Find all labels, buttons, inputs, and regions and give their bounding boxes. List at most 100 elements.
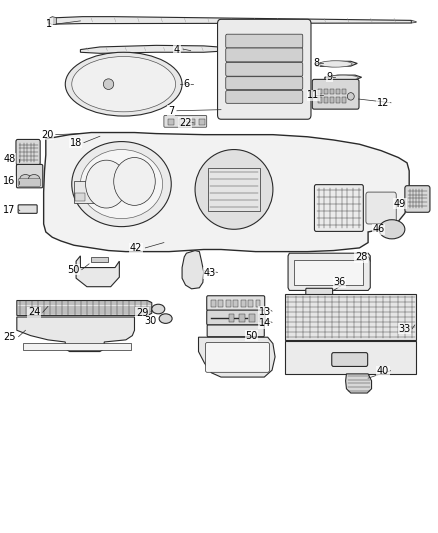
Text: 36: 36 <box>333 278 346 287</box>
FancyBboxPatch shape <box>207 296 265 311</box>
FancyBboxPatch shape <box>164 116 207 127</box>
Ellipse shape <box>319 61 352 67</box>
Ellipse shape <box>152 304 165 314</box>
Text: 11: 11 <box>307 90 320 100</box>
Text: 24: 24 <box>28 307 40 317</box>
Text: 20: 20 <box>41 130 53 140</box>
Text: 6: 6 <box>184 79 190 89</box>
Text: 16: 16 <box>3 176 15 187</box>
Polygon shape <box>44 133 409 252</box>
Polygon shape <box>285 341 416 374</box>
FancyBboxPatch shape <box>226 34 303 48</box>
Text: 48: 48 <box>3 154 15 164</box>
Bar <box>342 89 346 94</box>
Bar <box>256 300 260 308</box>
Text: 7: 7 <box>168 106 174 116</box>
FancyBboxPatch shape <box>207 310 265 325</box>
Bar <box>179 119 184 125</box>
FancyBboxPatch shape <box>366 192 396 224</box>
Bar <box>91 257 108 262</box>
Bar <box>318 98 322 103</box>
FancyBboxPatch shape <box>226 91 303 103</box>
Polygon shape <box>76 256 119 287</box>
Ellipse shape <box>195 150 273 229</box>
Text: 4: 4 <box>174 45 180 55</box>
Bar <box>219 300 223 308</box>
Polygon shape <box>182 251 204 289</box>
Bar <box>259 314 265 322</box>
Bar <box>199 119 205 125</box>
Polygon shape <box>17 317 134 352</box>
FancyBboxPatch shape <box>314 184 364 231</box>
Bar <box>168 119 174 125</box>
Bar <box>239 314 244 322</box>
Ellipse shape <box>72 56 176 112</box>
Polygon shape <box>198 337 275 377</box>
Ellipse shape <box>103 79 114 90</box>
Text: 25: 25 <box>3 332 15 342</box>
Bar <box>342 98 346 103</box>
Text: 33: 33 <box>398 324 410 334</box>
FancyBboxPatch shape <box>226 48 303 62</box>
Polygon shape <box>17 301 152 316</box>
Text: 43: 43 <box>204 268 216 278</box>
Ellipse shape <box>85 160 127 208</box>
Text: 22: 22 <box>179 118 191 128</box>
Text: 30: 30 <box>145 316 157 326</box>
FancyBboxPatch shape <box>207 325 264 337</box>
FancyBboxPatch shape <box>332 353 367 367</box>
Bar <box>318 89 322 94</box>
Ellipse shape <box>20 174 31 183</box>
Ellipse shape <box>328 75 358 80</box>
Polygon shape <box>48 17 57 25</box>
Text: 50: 50 <box>245 330 258 341</box>
Ellipse shape <box>65 52 182 116</box>
Polygon shape <box>288 253 370 290</box>
FancyBboxPatch shape <box>16 165 43 188</box>
FancyBboxPatch shape <box>205 343 269 372</box>
FancyBboxPatch shape <box>16 140 40 165</box>
Text: 29: 29 <box>136 308 148 318</box>
Bar <box>74 181 95 203</box>
Polygon shape <box>285 294 416 340</box>
Polygon shape <box>346 374 371 393</box>
Bar <box>294 260 363 285</box>
FancyBboxPatch shape <box>218 19 311 119</box>
Text: 46: 46 <box>372 224 385 235</box>
Text: 13: 13 <box>258 306 271 317</box>
Bar <box>241 300 246 308</box>
Text: 17: 17 <box>3 205 15 215</box>
FancyBboxPatch shape <box>312 79 359 109</box>
Bar <box>324 89 328 94</box>
Bar <box>75 192 85 201</box>
Bar <box>336 89 340 94</box>
FancyBboxPatch shape <box>405 185 430 212</box>
Ellipse shape <box>81 150 162 219</box>
Bar <box>233 300 238 308</box>
Bar <box>23 343 131 351</box>
Bar <box>330 89 334 94</box>
Text: 1: 1 <box>46 19 52 29</box>
Ellipse shape <box>379 220 405 239</box>
Text: 8: 8 <box>314 59 320 68</box>
Text: 18: 18 <box>70 138 82 148</box>
FancyBboxPatch shape <box>18 179 41 186</box>
Ellipse shape <box>159 314 172 324</box>
Bar <box>189 119 194 125</box>
Text: 42: 42 <box>130 244 142 253</box>
FancyBboxPatch shape <box>226 77 303 90</box>
Bar <box>249 314 254 322</box>
Bar <box>229 314 234 322</box>
Polygon shape <box>325 75 362 80</box>
Ellipse shape <box>72 142 171 227</box>
Text: 9: 9 <box>326 72 332 82</box>
Bar <box>248 300 253 308</box>
Bar <box>211 300 216 308</box>
Ellipse shape <box>347 93 354 100</box>
Bar <box>226 300 231 308</box>
Polygon shape <box>411 20 417 23</box>
Text: 28: 28 <box>355 253 367 262</box>
Polygon shape <box>81 45 230 53</box>
Text: 49: 49 <box>394 199 406 209</box>
Bar <box>324 98 328 103</box>
